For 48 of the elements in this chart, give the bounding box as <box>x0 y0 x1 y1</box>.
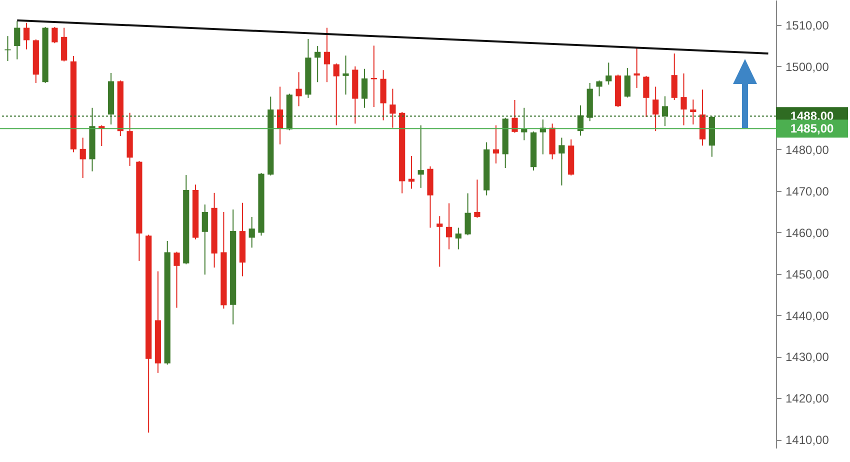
y-tick-label: 1470,00 <box>786 184 830 198</box>
candlestick <box>606 62 612 86</box>
y-tick-label: 1500,00 <box>786 60 830 74</box>
candlestick <box>436 216 443 268</box>
y-tick-label: 1510,00 <box>786 18 830 32</box>
candlestick <box>455 227 462 250</box>
candlestick <box>324 27 330 83</box>
candlestick <box>14 20 20 60</box>
candlestick <box>474 179 480 218</box>
y-tick-label: 1410,00 <box>786 433 830 448</box>
y-tick-label: 1430,00 <box>786 350 830 364</box>
candlestick <box>596 80 602 97</box>
candlestick <box>23 22 30 50</box>
candlestick <box>80 137 86 178</box>
candlestick <box>464 192 471 236</box>
candlestick <box>521 107 528 141</box>
ref-line-label: 1488,00 <box>790 109 834 124</box>
candlestick <box>333 62 340 126</box>
candlestick <box>52 26 58 44</box>
candlestick <box>361 68 368 108</box>
y-tick-label: 1450,00 <box>786 267 830 282</box>
candlestick <box>390 88 396 128</box>
ref-line-label: 1485,00 <box>790 122 834 136</box>
candlestick <box>276 86 284 145</box>
y-tick-label: 1440,00 <box>786 308 830 323</box>
y-tick-label: 1480,00 <box>786 142 830 157</box>
candlestick <box>680 72 687 126</box>
candlestick <box>690 99 696 125</box>
candlestick <box>652 86 659 132</box>
candlestick <box>296 72 302 107</box>
candlestick <box>634 47 640 88</box>
candlestick <box>202 204 208 276</box>
candlestick <box>643 75 650 118</box>
y-tick-label: 1460,00 <box>786 226 830 240</box>
candlestick <box>418 124 424 188</box>
candlestick <box>512 99 518 134</box>
candlestick <box>492 124 500 164</box>
candlestick <box>314 46 321 83</box>
candlestick <box>248 216 255 248</box>
y-tick-label: 1420,00 <box>786 392 830 406</box>
candlestick <box>174 251 180 308</box>
candlestick <box>342 55 349 96</box>
candlestick <box>61 27 68 62</box>
candlestick <box>671 53 678 100</box>
candlestick <box>558 137 565 186</box>
candlestick <box>446 202 452 250</box>
candlestick <box>662 96 668 127</box>
candlestick <box>624 68 630 98</box>
